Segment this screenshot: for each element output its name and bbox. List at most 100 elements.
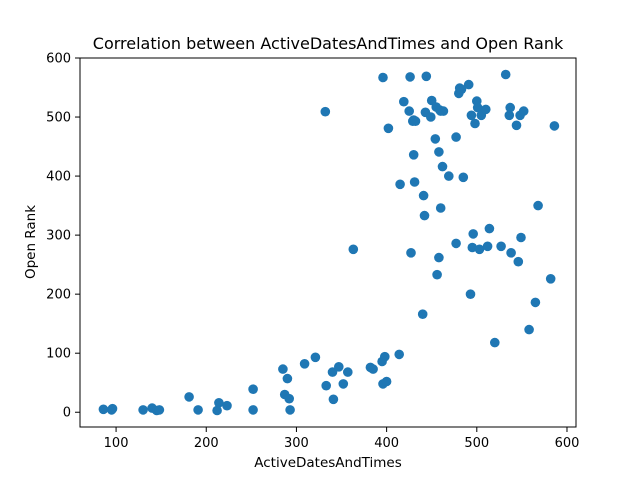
- x-tick-label: 500: [464, 436, 489, 451]
- data-point: [435, 203, 446, 213]
- x-axis-ticks: 100 200 300 400 500 600: [104, 427, 580, 451]
- x-tick-label: 400: [374, 436, 399, 451]
- data-point: [383, 123, 394, 134]
- data-point: [380, 351, 390, 362]
- data-point: [496, 241, 506, 252]
- data-point: [409, 177, 420, 187]
- y-axis-ticks: 0 100 200 300 400 500 600: [46, 52, 80, 421]
- data-point: [406, 248, 416, 258]
- data-point: [437, 161, 448, 172]
- data-point: [456, 84, 467, 95]
- data-point: [282, 373, 293, 384]
- data-point: [222, 400, 232, 411]
- x-tick-label: 600: [555, 436, 580, 451]
- data-point: [430, 134, 441, 144]
- data-point: [184, 392, 194, 402]
- data-point: [467, 242, 478, 253]
- x-tick-label: 300: [284, 436, 309, 451]
- data-point: [321, 380, 332, 391]
- data-point: [444, 171, 454, 181]
- x-axis-label: ActiveDatesAndTimes: [254, 455, 402, 471]
- data-point: [343, 367, 353, 377]
- data-point: [468, 229, 479, 239]
- data-point: [248, 384, 258, 395]
- data-point: [451, 238, 461, 249]
- data-point: [334, 362, 344, 372]
- data-point: [285, 405, 295, 415]
- data-point: [320, 106, 331, 117]
- data-point: [394, 349, 405, 360]
- data-point: [451, 132, 461, 142]
- data-point: [463, 79, 474, 90]
- data-point: [500, 69, 511, 80]
- data-point: [248, 405, 258, 415]
- y-tick-label: 500: [46, 111, 71, 126]
- data-point: [417, 309, 428, 320]
- data-point: [154, 405, 165, 415]
- data-point: [466, 110, 477, 121]
- data-point: [513, 256, 524, 267]
- y-tick-label: 100: [46, 347, 71, 362]
- chart-title: Correlation between ActiveDatesAndTimes …: [93, 34, 564, 53]
- data-point: [107, 403, 118, 414]
- data-point: [368, 364, 378, 374]
- data-point: [432, 269, 442, 280]
- y-tick-label: 0: [63, 406, 71, 421]
- data-point: [399, 96, 409, 107]
- data-point: [327, 367, 338, 377]
- data-point: [484, 223, 495, 234]
- data-point: [549, 121, 560, 131]
- data-point: [419, 210, 430, 221]
- y-tick-label: 600: [46, 52, 71, 67]
- data-point: [410, 116, 421, 126]
- data-point: [434, 252, 444, 263]
- data-point: [421, 71, 432, 82]
- data-point: [138, 405, 148, 415]
- data-point: [408, 150, 419, 160]
- data-point: [506, 248, 516, 258]
- data-point: [524, 324, 534, 335]
- data-point: [470, 118, 480, 129]
- data-point: [434, 147, 444, 157]
- data-point: [438, 106, 449, 116]
- data-point: [474, 244, 485, 255]
- y-tick-label: 400: [46, 170, 71, 185]
- data-point: [378, 72, 388, 83]
- data-point: [533, 200, 543, 211]
- data-point: [472, 102, 483, 113]
- data-point: [405, 72, 415, 82]
- data-point: [284, 393, 295, 404]
- data-point: [98, 404, 109, 415]
- data-point: [505, 102, 515, 113]
- plot-frame: [79, 57, 577, 428]
- x-tick-label: 200: [194, 436, 219, 451]
- data-point: [481, 104, 491, 115]
- data-point: [404, 106, 415, 116]
- data-point: [310, 352, 321, 363]
- y-tick-label: 300: [46, 229, 71, 244]
- data-point: [504, 110, 515, 121]
- data-point: [530, 297, 541, 308]
- data-point: [338, 379, 349, 389]
- data-point: [516, 232, 526, 243]
- data-point: [418, 190, 429, 201]
- data-point: [278, 364, 288, 374]
- data-point: [299, 359, 310, 369]
- data-point: [458, 172, 469, 183]
- data-point: [482, 241, 493, 252]
- data-point: [381, 376, 392, 387]
- data-point: [214, 398, 224, 408]
- data-point: [193, 405, 203, 415]
- data-point: [518, 106, 529, 116]
- data-point: [395, 179, 405, 190]
- x-tick-label: 100: [104, 436, 129, 451]
- data-point: [545, 274, 556, 284]
- data-point: [426, 112, 436, 122]
- data-point: [348, 244, 359, 255]
- data-point: [511, 120, 522, 131]
- y-tick-label: 200: [46, 288, 71, 303]
- y-axis-label: Open Rank: [23, 205, 39, 279]
- data-point: [212, 405, 222, 416]
